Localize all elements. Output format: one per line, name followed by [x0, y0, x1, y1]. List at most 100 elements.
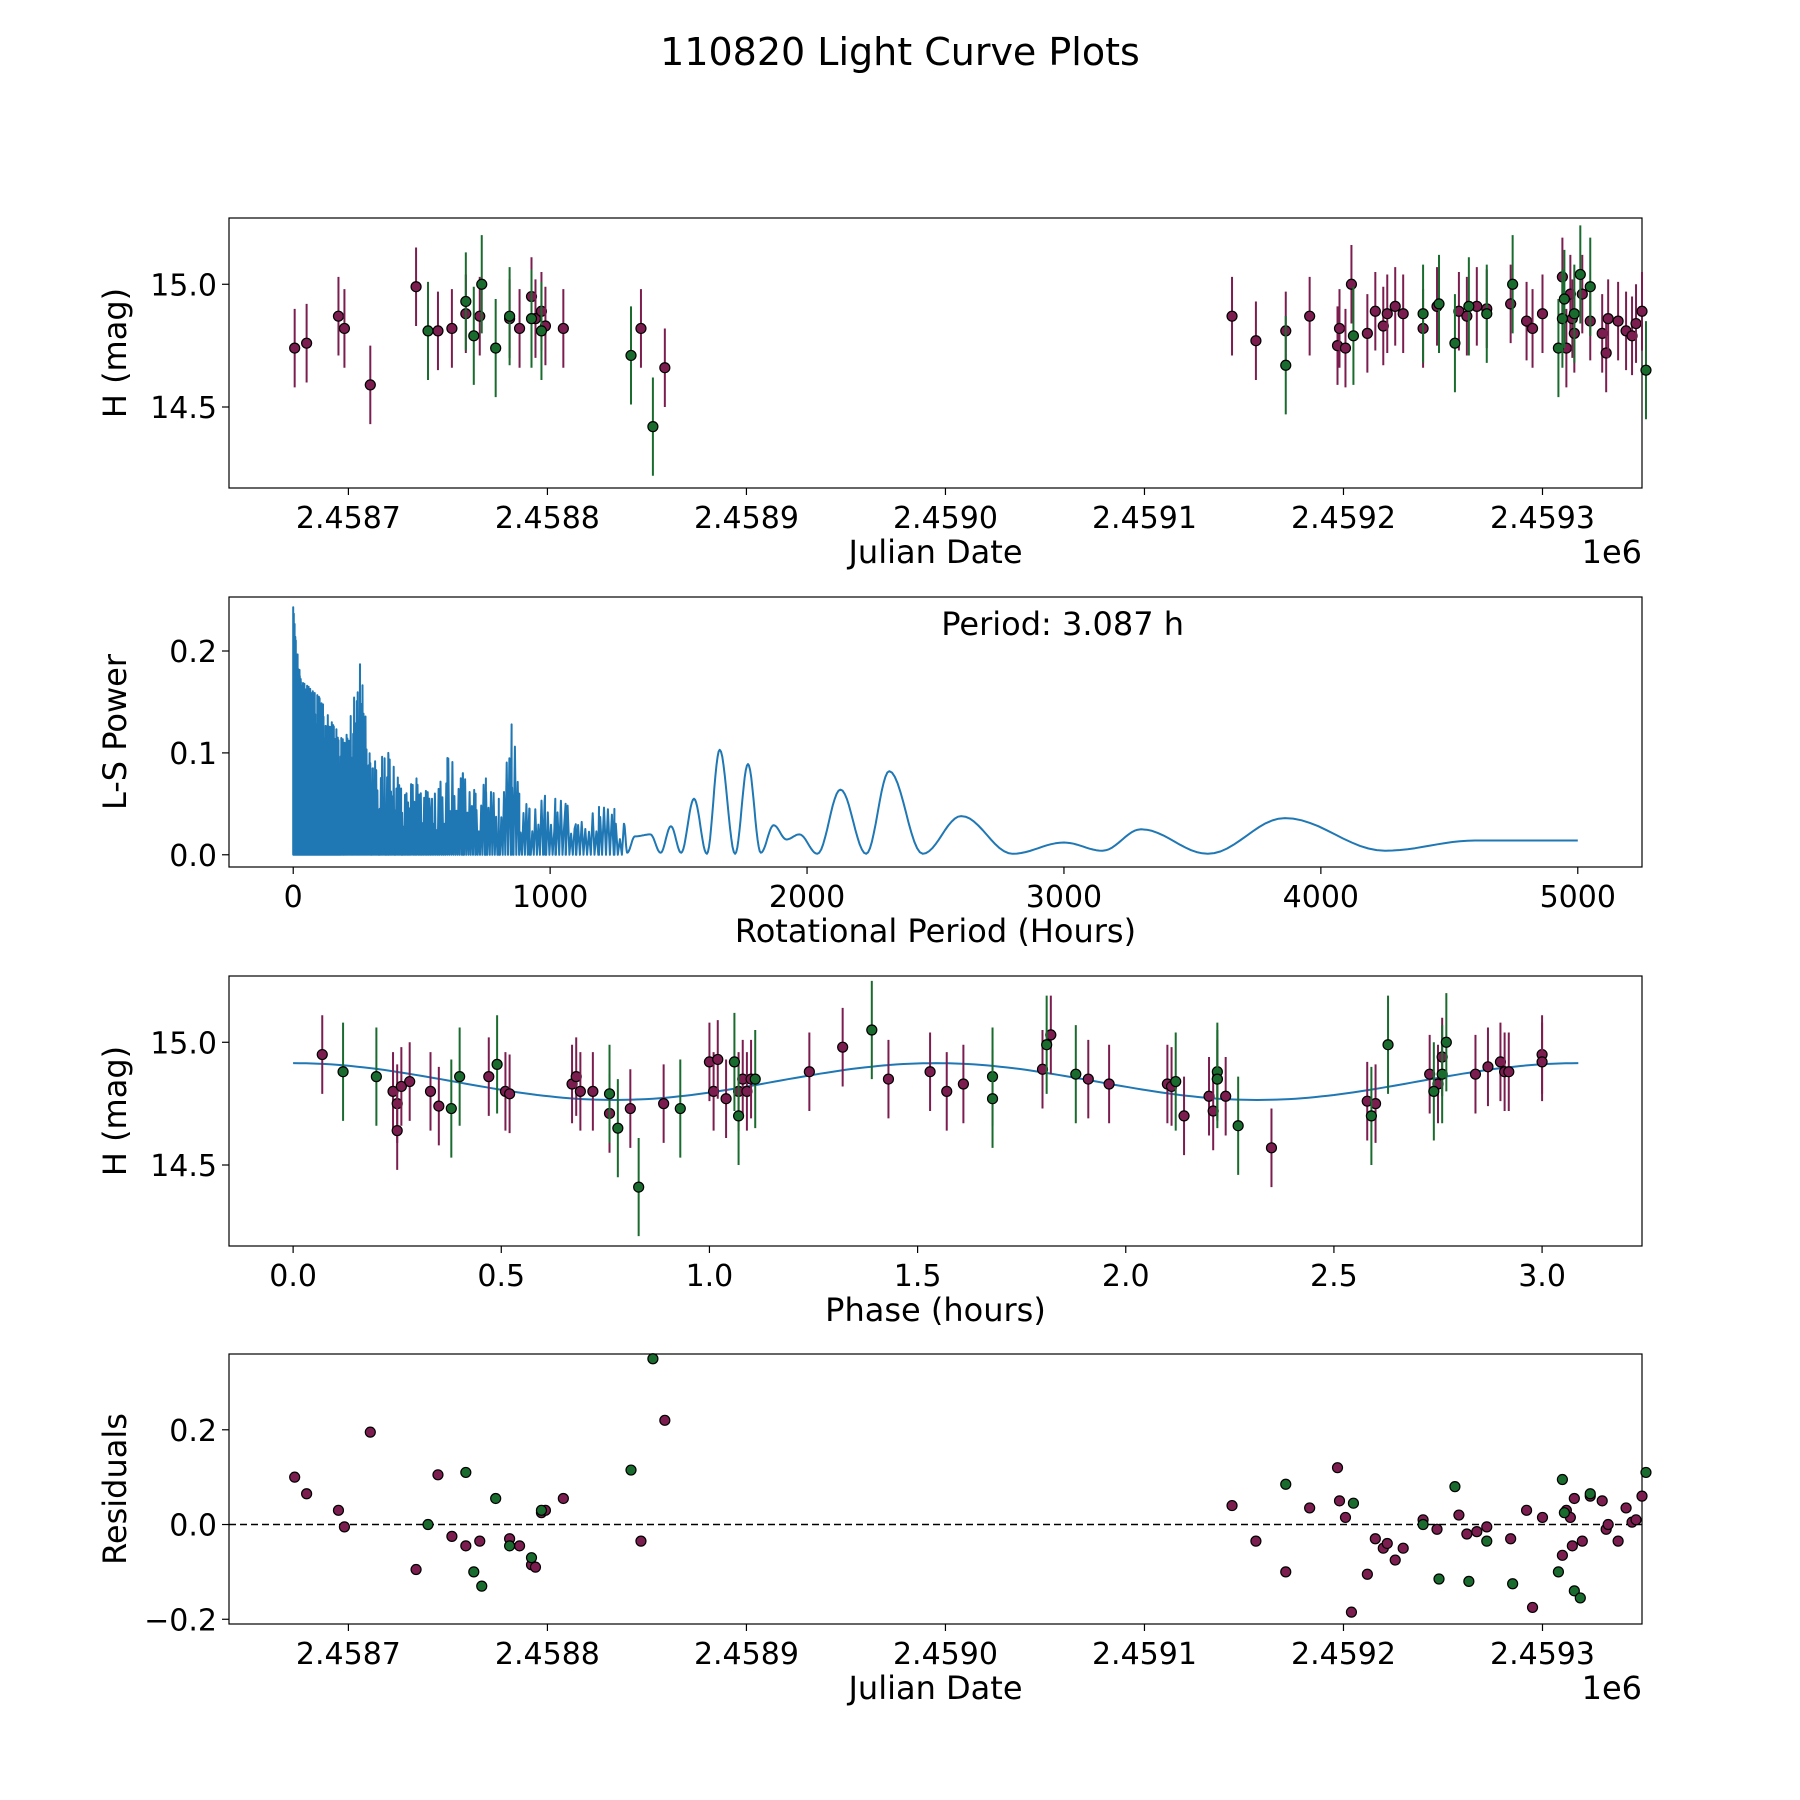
data-point-green — [1552, 1566, 1565, 1578]
data-point-green — [1041, 1039, 1053, 1051]
data-point-green — [1556, 313, 1568, 325]
x-tick-label: 1.0 — [686, 1259, 734, 1294]
data-point-purple — [1453, 1509, 1465, 1521]
data-point-green — [1558, 293, 1570, 305]
data-point-green — [866, 1024, 878, 1036]
data-point-purple — [1361, 327, 1373, 339]
data-point-green — [1211, 1073, 1223, 1085]
data-point-purple — [433, 1100, 445, 1112]
data-point-purple — [1602, 313, 1614, 325]
data-point-purple — [1536, 1511, 1549, 1524]
data-point-green — [603, 1088, 616, 1100]
data-point-green — [674, 1102, 686, 1115]
data-point-purple — [364, 379, 376, 391]
data-point-purple — [1381, 308, 1393, 320]
x-tick-label: 2.4590 — [893, 1637, 998, 1672]
data-point-green — [1280, 1478, 1292, 1490]
data-point-green — [476, 278, 488, 290]
data-point-purple — [1630, 1514, 1642, 1526]
data-point-purple — [316, 1048, 328, 1061]
data-point-green — [504, 310, 516, 322]
data-point-purple — [1576, 1535, 1588, 1547]
data-point-green — [1232, 1120, 1244, 1132]
data-point-purple — [446, 322, 458, 335]
data-point-purple — [410, 1563, 422, 1576]
data-point-purple — [941, 1085, 953, 1097]
x-tick-label: 2.4589 — [694, 501, 799, 536]
data-point-purple — [513, 1540, 526, 1552]
data-point-purple — [658, 1098, 670, 1110]
x-tick-label: 0.0 — [269, 1259, 317, 1294]
data-point-green — [647, 1353, 659, 1365]
data-point-green — [1417, 1518, 1429, 1531]
x-tick-label: 0 — [284, 880, 303, 915]
data-point-purple — [1369, 305, 1381, 317]
data-point-green — [633, 1181, 645, 1193]
data-point-green — [1070, 1068, 1082, 1080]
x-tick-label: 3000 — [1026, 880, 1102, 915]
data-point-purple — [1226, 1499, 1238, 1512]
axes-4: 2.4587 2.4588 2.4589 2.4590 2.4591 2.4592 2.45… — [96, 1353, 1652, 1707]
data-point-purple — [474, 310, 486, 322]
y-tick-label: 15.0 — [150, 268, 217, 303]
x-tick-label: 2.4591 — [1092, 1637, 1197, 1672]
x-tick-label: 2.4590 — [893, 501, 998, 536]
data-point-purple — [624, 1102, 636, 1115]
data-point-purple — [483, 1071, 495, 1083]
data-point-purple — [1389, 1554, 1401, 1566]
data-point-green — [1507, 278, 1519, 290]
data-point-green — [535, 1504, 548, 1516]
data-point-purple — [1503, 1066, 1515, 1078]
data-point-green — [728, 1056, 741, 1068]
axes-frame — [228, 217, 1643, 489]
data-point-purple — [1333, 322, 1346, 335]
data-point-purple — [1482, 1061, 1494, 1073]
data-point-green — [1428, 1085, 1440, 1097]
data-point-purple — [635, 322, 647, 335]
data-point-purple — [1536, 1056, 1548, 1068]
y-axis-label: L-S Power — [96, 653, 134, 810]
data-point-green — [1433, 298, 1445, 310]
x-tick-label: 2.4591 — [1092, 501, 1197, 536]
data-point-green — [490, 1492, 502, 1505]
data-point-purple — [1304, 310, 1316, 322]
data-point-green — [625, 349, 637, 362]
data-point-purple — [1566, 1540, 1578, 1552]
data-point-purple — [659, 1414, 671, 1426]
data-point-purple — [712, 1053, 724, 1066]
y-axis-label: Residuals — [96, 1413, 134, 1565]
data-point-green — [468, 1566, 480, 1578]
data-point-purple — [338, 322, 351, 335]
data-point-purple — [474, 1535, 486, 1547]
data-point-purple — [1339, 342, 1352, 354]
data-point-green — [1440, 1036, 1452, 1048]
data-point-purple — [332, 1504, 345, 1516]
data-point-purple — [587, 1085, 599, 1097]
x-tick-label: 3.0 — [1518, 1259, 1566, 1294]
x-tick-label: 1000 — [512, 880, 588, 915]
data-point-purple — [1345, 1606, 1358, 1618]
y-tick-label: 0.1 — [169, 737, 217, 772]
data-point-purple — [410, 281, 422, 293]
x-axis-label: Phase (hours) — [825, 1291, 1046, 1329]
x-tick-label: 4000 — [1283, 880, 1359, 915]
data-point-purple — [1602, 1518, 1614, 1531]
data-point-purple — [1250, 1535, 1262, 1547]
data-point-purple — [1250, 335, 1262, 347]
data-point-green — [732, 1110, 745, 1122]
data-point-purple — [1612, 1535, 1624, 1547]
data-point-green — [525, 313, 538, 325]
data-point-purple — [837, 1041, 849, 1053]
figure-title: 110820 Light Curve Plots — [660, 30, 1140, 74]
x-tick-label: 2.4593 — [1490, 501, 1595, 536]
data-point-purple — [404, 1075, 416, 1088]
data-point-green — [986, 1093, 999, 1105]
data-point-purple — [1576, 288, 1588, 300]
data-point-purple — [1505, 298, 1517, 310]
y-tick-label: 0.0 — [169, 839, 217, 874]
x-tick-label: 2.4592 — [1291, 1637, 1396, 1672]
data-point-green — [1433, 1573, 1445, 1585]
data-point-purple — [1556, 1549, 1568, 1561]
data-point-purple — [1333, 1495, 1346, 1507]
data-point-purple — [289, 1471, 301, 1483]
